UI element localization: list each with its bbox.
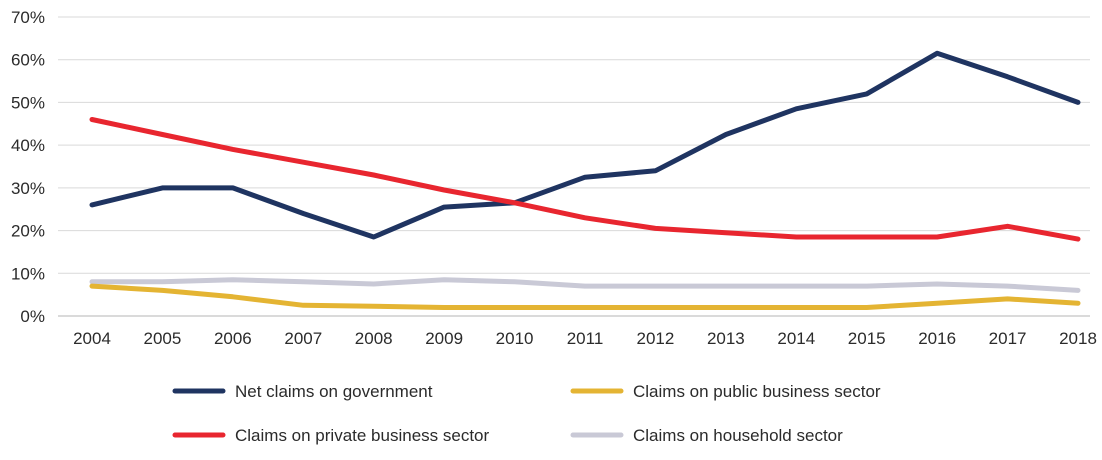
gridlines — [58, 16, 1090, 317]
x-tick-label: 2010 — [496, 329, 534, 348]
x-tick-label: 2016 — [918, 329, 956, 348]
x-tick-label: 2005 — [144, 329, 182, 348]
y-tick-label: 30% — [11, 179, 45, 198]
x-axis-ticks: 2004 2005 2006 2007 2008 2009 2010 2011 2012 2013… — [73, 329, 1097, 348]
y-tick-label: 50% — [11, 93, 45, 112]
y-tick-label: 60% — [11, 51, 45, 70]
x-tick-label: 2013 — [707, 329, 745, 348]
legend-label: Claims on public business sector — [633, 382, 881, 401]
series-line-1 — [89, 283, 1081, 310]
y-tick-label: 10% — [11, 264, 45, 283]
legend-label: Net claims on government — [235, 382, 433, 401]
x-tick-label: 2004 — [73, 329, 111, 348]
y-axis-ticks: 0% 10% 20% 30% 40% 50% 60% 70% — [11, 8, 45, 326]
x-tick-label: 2009 — [425, 329, 463, 348]
series-lines — [89, 50, 1081, 310]
series-line-3 — [89, 277, 1081, 293]
series-line-2 — [89, 117, 1081, 242]
x-tick-label: 2018 — [1059, 329, 1097, 348]
y-tick-label: 70% — [11, 8, 45, 27]
series-line-0 — [89, 50, 1081, 240]
x-tick-label: 2017 — [989, 329, 1027, 348]
y-tick-label: 0% — [20, 307, 45, 326]
y-tick-label: 40% — [11, 136, 45, 155]
x-tick-label: 2012 — [637, 329, 675, 348]
x-tick-label: 2007 — [284, 329, 322, 348]
x-tick-label: 2006 — [214, 329, 252, 348]
legend: Net claims on government Claims on public… — [172, 382, 881, 445]
legend-label: Claims on household sector — [633, 426, 843, 445]
x-tick-label: 2015 — [848, 329, 886, 348]
legend-label: Claims on private business sector — [235, 426, 490, 445]
x-tick-label: 2011 — [567, 329, 604, 348]
y-tick-label: 20% — [11, 222, 45, 241]
x-tick-label: 2014 — [777, 329, 815, 348]
x-tick-label: 2008 — [355, 329, 393, 348]
